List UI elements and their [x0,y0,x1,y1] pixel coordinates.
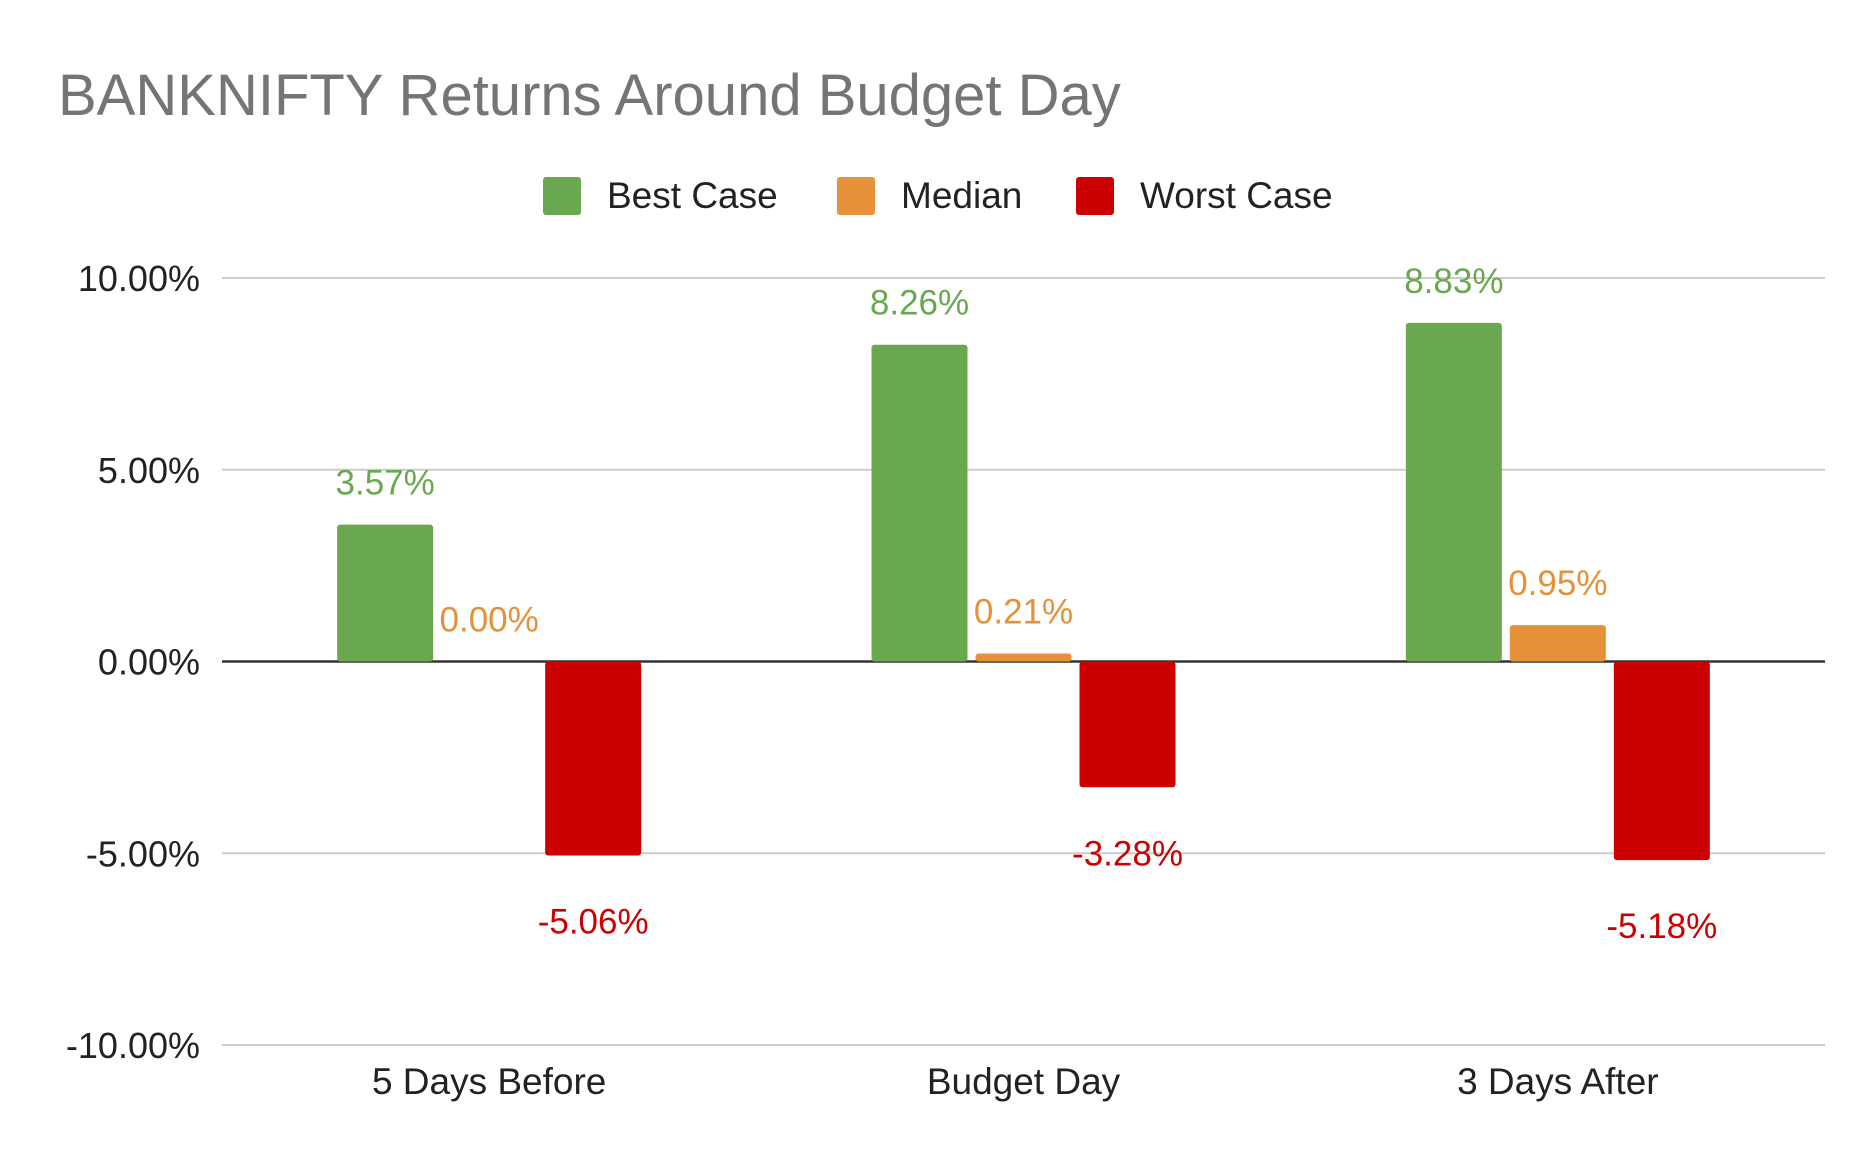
bar [1079,661,1176,788]
y-tick-label: 5.00% [98,450,200,491]
legend-item-median: Median [837,174,1022,218]
x-tick-label: Budget Day [927,1061,1121,1102]
chart-title: BANKNIFTY Returns Around Budget Day [58,63,1121,128]
bar [545,661,642,856]
y-tick-label: 10.00% [78,258,200,299]
legend-item-worst-case: Worst Case [1076,174,1333,218]
legend: Best Case Median Worst Case [0,174,1875,218]
data-label: 0.00% [440,601,539,640]
y-tick-label: -10.00% [66,1025,200,1066]
legend-item-best-case: Best Case [543,174,778,218]
legend-swatch-median [837,177,875,215]
x-tick-label: 5 Days Before [372,1061,606,1102]
data-label: -5.06% [538,903,649,942]
legend-swatch-worst-case [1076,177,1114,215]
bar [1613,661,1710,861]
data-label: -5.18% [1606,907,1717,946]
data-label: 0.21% [974,592,1073,631]
legend-label-median: Median [901,175,1023,216]
bar [337,524,434,662]
x-tick-label: 3 Days After [1457,1061,1659,1102]
bar [975,653,1072,662]
data-label: 8.26% [870,284,969,323]
legend-swatch-best-case [543,177,581,215]
data-label: -3.28% [1072,834,1183,873]
legend-label-worst-case: Worst Case [1140,175,1333,216]
data-label: 0.95% [1508,564,1607,603]
y-tick-label: -5.00% [86,833,200,874]
legend-label-best-case: Best Case [607,175,778,216]
bar [1509,625,1606,662]
data-label: 8.83% [1404,262,1503,301]
bar [1405,322,1502,662]
y-tick-label: 0.00% [98,642,200,683]
bar [871,344,968,662]
data-label: 3.57% [336,464,435,503]
